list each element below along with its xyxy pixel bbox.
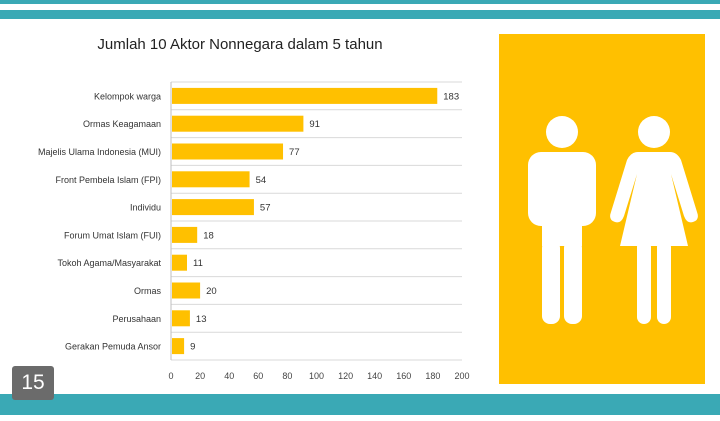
x-tick-label: 0 bbox=[168, 371, 173, 381]
bar bbox=[172, 310, 190, 327]
category-label: Ormas bbox=[134, 286, 162, 296]
category-label: Tokoh Agama/Masyarakat bbox=[57, 258, 161, 268]
category-label: Ormas Keagamaan bbox=[83, 119, 161, 129]
data-label: 57 bbox=[260, 203, 271, 214]
bottom-accent-band bbox=[0, 394, 720, 415]
data-label: 13 bbox=[196, 314, 207, 325]
category-label: Individu bbox=[130, 203, 161, 213]
man-and-woman-restroom-icon bbox=[499, 34, 705, 384]
bar bbox=[172, 143, 284, 160]
data-label: 54 bbox=[256, 175, 267, 186]
bar bbox=[172, 338, 185, 355]
category-label: Front Pembela Islam (FPI) bbox=[55, 175, 161, 185]
category-label: Forum Umat Islam (FUI) bbox=[64, 230, 161, 240]
chart-labels: Kelompok warga 183 Ormas Keagamaan 91 Majeli… bbox=[38, 91, 470, 381]
bar bbox=[172, 254, 188, 271]
category-label: Gerakan Pemuda Ansor bbox=[65, 342, 161, 352]
top-accent-band bbox=[0, 10, 720, 19]
bar bbox=[172, 199, 254, 216]
bar bbox=[172, 171, 250, 188]
data-label: 77 bbox=[289, 147, 300, 158]
category-label: Kelompok warga bbox=[94, 91, 161, 101]
x-tick-label: 180 bbox=[425, 371, 440, 381]
x-tick-label: 100 bbox=[309, 371, 324, 381]
data-label: 20 bbox=[206, 286, 217, 297]
chart-bars bbox=[172, 87, 438, 355]
data-label: 11 bbox=[193, 258, 203, 269]
x-tick-label: 120 bbox=[338, 371, 353, 381]
data-label: 91 bbox=[309, 119, 320, 130]
bar bbox=[172, 115, 304, 132]
bar bbox=[172, 282, 201, 299]
category-label: Majelis Ulama Indonesia (MUI) bbox=[38, 147, 161, 157]
chart-gridlines bbox=[170, 81, 462, 361]
category-label: Perusahaan bbox=[112, 314, 161, 324]
data-label: 9 bbox=[190, 342, 195, 353]
x-tick-label: 20 bbox=[195, 371, 205, 381]
x-tick-label: 140 bbox=[367, 371, 382, 381]
slide-number-badge: 15 bbox=[12, 366, 54, 400]
x-tick-label: 40 bbox=[224, 371, 234, 381]
top-accent-line bbox=[0, 0, 720, 4]
x-tick-label: 80 bbox=[282, 371, 292, 381]
chart-title: Jumlah 10 Aktor Nonnegara dalam 5 tahun bbox=[97, 36, 383, 53]
bar-chart: Kelompok warga 183 Ormas Keagamaan 91 Majeli… bbox=[38, 81, 470, 381]
x-tick-label: 60 bbox=[253, 371, 263, 381]
bar bbox=[172, 87, 438, 104]
data-label: 183 bbox=[443, 91, 459, 102]
x-tick-label: 160 bbox=[396, 371, 411, 381]
x-tick-label: 200 bbox=[454, 371, 469, 381]
data-label: 18 bbox=[203, 230, 214, 241]
bar bbox=[172, 226, 198, 243]
